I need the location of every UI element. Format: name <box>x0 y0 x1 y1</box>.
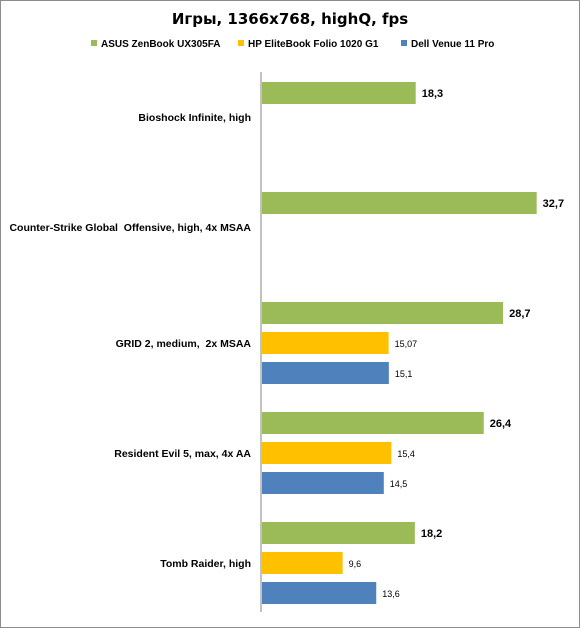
bar-hp-elitebook-folio-1020-g1-tomb-raider-high <box>262 552 343 574</box>
category-label-bioshock-infinite-high: Bioshock Infinite, high <box>138 112 251 124</box>
value-label-dell-venue-11-pro-tomb-raider-high: 13,6 <box>382 589 400 599</box>
chart-title: Игры, 1366x768, highQ, fps <box>172 10 408 28</box>
bar-dell-venue-11-pro-resident-evil-5-max-4x-aa <box>262 472 384 494</box>
value-label-asus-zenbook-ux305fa-bioshock-infinite-high: 18,3 <box>422 88 443 100</box>
bar-dell-venue-11-pro-grid-2-medium-2x-msaa <box>262 362 389 384</box>
value-label-dell-venue-11-pro-resident-evil-5-max-4x-aa: 14,5 <box>390 479 408 489</box>
bar-asus-zenbook-ux305fa-grid-2-medium-2x-msaa <box>262 302 504 324</box>
legend-label-dell: Dell Venue 11 Pro <box>411 39 494 50</box>
category-label-grid-2-medium-2x-msaa: GRID 2, medium, 2x MSAA <box>116 338 252 350</box>
category-labels: Bioshock Infinite, high Counter-Strike Gl… <box>9 112 251 570</box>
legend-label-asus: ASUS ZenBook UX305FA <box>101 39 220 50</box>
value-label-asus-zenbook-ux305fa-counter-strike-global-offensive-high-4x-msaa: 32,7 <box>543 198 564 210</box>
legend-swatch-asus <box>91 40 97 46</box>
value-label-hp-elitebook-folio-1020-g1-grid-2-medium-2x-msaa: 15,07 <box>395 339 418 349</box>
legend-swatch-hp <box>238 40 244 46</box>
bar-dell-venue-11-pro-tomb-raider-high <box>262 582 377 604</box>
value-label-asus-zenbook-ux305fa-tomb-raider-high: 18,2 <box>421 528 442 540</box>
category-label-counter-strike-global-offensive-high-4x-msaa: Counter-Strike Global Offensive, high, 4… <box>9 222 251 234</box>
bar-asus-zenbook-ux305fa-counter-strike-global-offensive-high-4x-msaa <box>262 192 537 214</box>
bar-asus-zenbook-ux305fa-bioshock-infinite-high <box>262 82 416 104</box>
bars <box>262 82 537 604</box>
value-label-hp-elitebook-folio-1020-g1-tomb-raider-high: 9,6 <box>349 559 362 569</box>
value-label-hp-elitebook-folio-1020-g1-resident-evil-5-max-4x-aa: 15,4 <box>397 449 415 459</box>
bar-hp-elitebook-folio-1020-g1-grid-2-medium-2x-msaa <box>262 332 389 354</box>
legend-label-hp: HP EliteBook Folio 1020 G1 <box>248 39 379 50</box>
legend: ASUS ZenBook UX305FA HP EliteBook Folio … <box>91 39 494 50</box>
value-label-asus-zenbook-ux305fa-resident-evil-5-max-4x-aa: 26,4 <box>490 418 512 430</box>
bar-asus-zenbook-ux305fa-tomb-raider-high <box>262 522 415 544</box>
legend-swatch-dell <box>401 40 407 46</box>
value-labels: 18,3 32,7 28,7 15,07 15,1 26,4 15,4 14,5 18,2 9,6… <box>349 88 564 599</box>
category-label-tomb-raider-high: Tomb Raider, high <box>160 558 251 570</box>
value-label-asus-zenbook-ux305fa-grid-2-medium-2x-msaa: 28,7 <box>509 308 530 320</box>
bar-hp-elitebook-folio-1020-g1-resident-evil-5-max-4x-aa <box>262 442 392 464</box>
category-label-resident-evil-5-max-4x-aa: Resident Evil 5, max, 4x AA <box>114 448 251 460</box>
bar-asus-zenbook-ux305fa-resident-evil-5-max-4x-aa <box>262 412 484 434</box>
value-label-dell-venue-11-pro-grid-2-medium-2x-msaa: 15,1 <box>395 369 413 379</box>
